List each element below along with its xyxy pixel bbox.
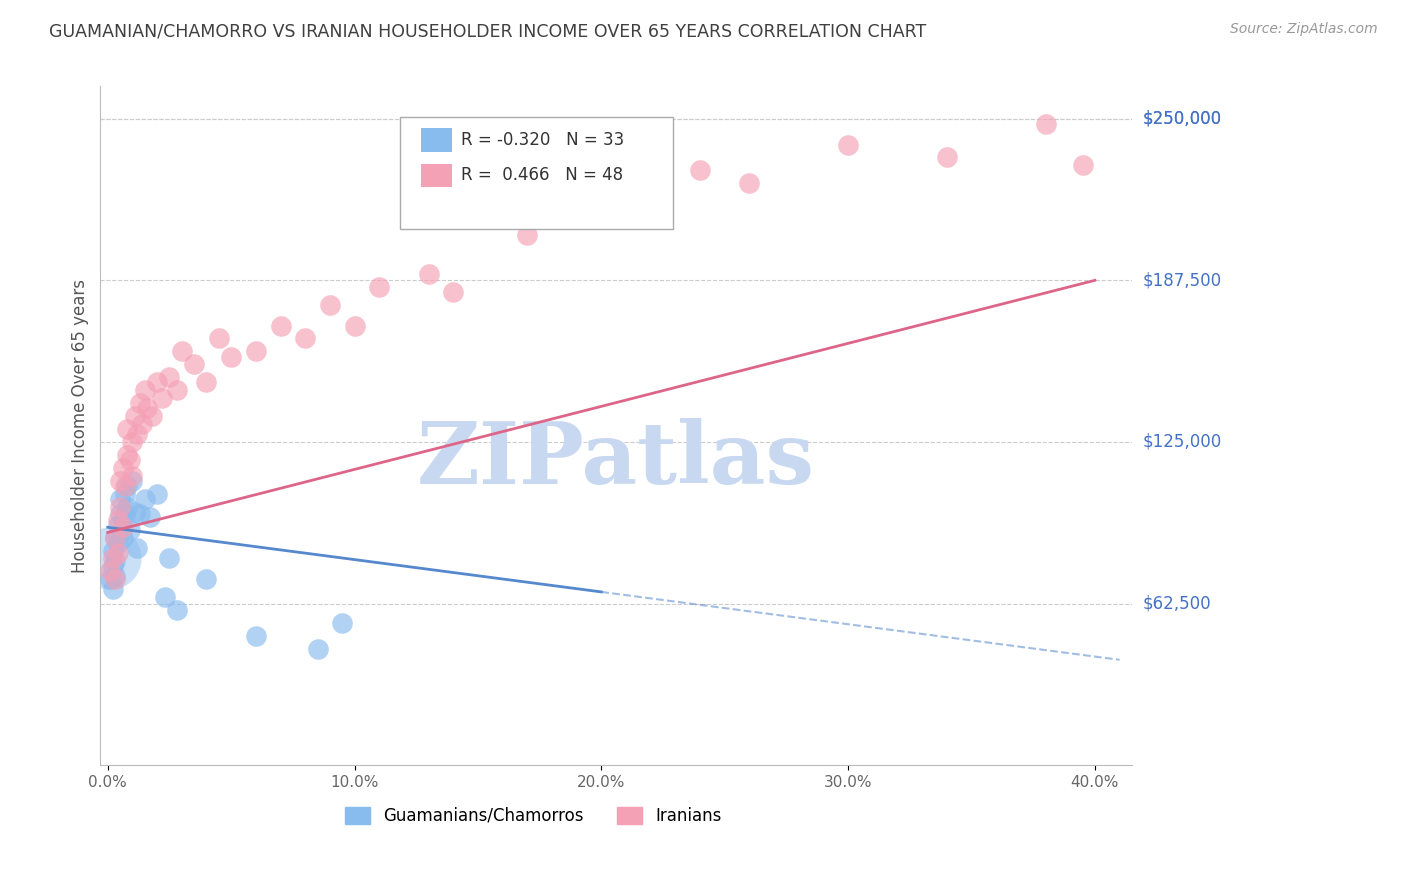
Point — [150, 391, 173, 405]
Point — [146, 486, 169, 500]
Text: $250,000: $250,000 — [1143, 110, 1222, 128]
Point — [319, 298, 342, 312]
Text: R =  0.466   N = 48: R = 0.466 N = 48 — [461, 166, 623, 185]
Text: $187,500: $187,500 — [1143, 271, 1222, 289]
Text: GUAMANIAN/CHAMORRO VS IRANIAN HOUSEHOLDER INCOME OVER 65 YEARS CORRELATION CHART: GUAMANIAN/CHAMORRO VS IRANIAN HOUSEHOLDE… — [49, 22, 927, 40]
Point — [343, 318, 366, 333]
Point — [689, 163, 711, 178]
Point — [146, 376, 169, 390]
Point — [128, 508, 150, 522]
Point — [131, 417, 153, 431]
Point — [98, 572, 121, 586]
FancyBboxPatch shape — [399, 117, 673, 229]
Point — [136, 401, 159, 416]
Point — [107, 517, 129, 532]
Point — [111, 531, 134, 545]
Legend: Guamanians/Chamorros, Iranians: Guamanians/Chamorros, Iranians — [339, 800, 728, 831]
Point — [134, 383, 156, 397]
Point — [101, 551, 124, 566]
Point — [159, 370, 181, 384]
Point — [107, 546, 129, 560]
Point — [98, 564, 121, 578]
Point — [124, 505, 146, 519]
Point — [98, 551, 121, 566]
Point — [245, 629, 267, 643]
Point — [104, 531, 127, 545]
Point — [117, 479, 139, 493]
Point — [170, 344, 193, 359]
Point — [153, 590, 176, 604]
Point — [208, 331, 231, 345]
Point — [134, 491, 156, 506]
Point — [101, 543, 124, 558]
Point — [118, 523, 141, 537]
Text: R = -0.320   N = 33: R = -0.320 N = 33 — [461, 131, 624, 149]
Point — [114, 508, 136, 522]
Text: Source: ZipAtlas.com: Source: ZipAtlas.com — [1230, 22, 1378, 37]
Point — [166, 603, 188, 617]
Point — [121, 468, 143, 483]
Point — [141, 409, 163, 423]
Point — [114, 486, 136, 500]
Point — [117, 422, 139, 436]
Point — [837, 137, 859, 152]
Text: $62,500: $62,500 — [1143, 595, 1212, 613]
Point — [565, 202, 588, 217]
Y-axis label: Householder Income Over 65 years: Householder Income Over 65 years — [72, 279, 89, 573]
Point — [111, 460, 134, 475]
Point — [1071, 158, 1094, 172]
Point — [108, 508, 131, 522]
Point — [107, 512, 129, 526]
Point — [159, 551, 181, 566]
Point — [166, 383, 188, 397]
Point — [368, 279, 391, 293]
Point — [101, 582, 124, 597]
Point — [114, 479, 136, 493]
Point — [101, 559, 124, 574]
FancyBboxPatch shape — [422, 164, 453, 186]
Point — [195, 572, 218, 586]
Point — [108, 491, 131, 506]
Point — [127, 541, 149, 555]
Point — [270, 318, 292, 333]
Point — [183, 357, 205, 371]
Point — [121, 474, 143, 488]
Point — [108, 474, 131, 488]
Point — [516, 228, 538, 243]
Point — [195, 376, 218, 390]
Point — [127, 427, 149, 442]
Point — [117, 500, 139, 514]
Point — [738, 177, 761, 191]
Point — [104, 554, 127, 568]
Point — [124, 409, 146, 423]
Point — [104, 572, 127, 586]
Point — [104, 569, 127, 583]
Point — [935, 151, 957, 165]
Point — [118, 453, 141, 467]
Point — [128, 396, 150, 410]
Text: ZIPatlas: ZIPatlas — [418, 417, 815, 501]
Point — [441, 285, 464, 299]
Point — [294, 331, 316, 345]
FancyBboxPatch shape — [422, 128, 453, 152]
Point — [219, 350, 242, 364]
Point — [307, 641, 329, 656]
Point — [108, 500, 131, 514]
Point — [117, 448, 139, 462]
Point — [245, 344, 267, 359]
Point — [111, 512, 134, 526]
Text: $125,000: $125,000 — [1143, 433, 1222, 451]
Point — [138, 510, 160, 524]
Point — [1035, 117, 1057, 131]
Point — [111, 520, 134, 534]
Text: $250,000: $250,000 — [1143, 110, 1222, 128]
Point — [418, 267, 440, 281]
Point — [330, 615, 353, 630]
Point — [104, 531, 127, 545]
Point — [107, 536, 129, 550]
Point — [121, 434, 143, 449]
